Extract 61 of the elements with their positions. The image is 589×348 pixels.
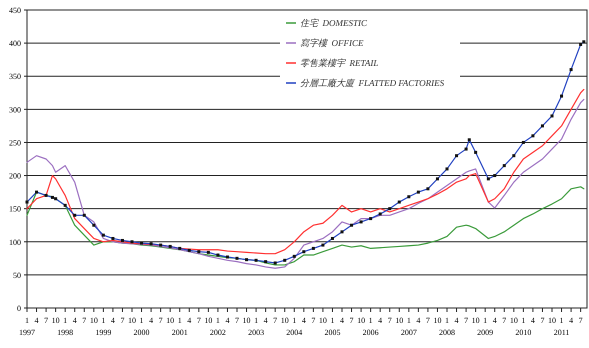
x-tick-label: 4 [110,316,115,325]
legend-label: 分層工廠大廈 FLATTED FACTORIES [300,78,445,88]
y-tick-label: 450 [9,6,21,15]
x-tick-label: 7 [82,316,86,325]
x-tick-label: 7 [350,316,354,325]
x-tick-label: 7 [464,316,468,325]
x-tick-label: 10 [548,316,556,325]
x-tick-label: 4 [340,316,344,325]
x-tick-label: 10 [433,316,442,325]
x-tick-label: 7 [235,316,239,325]
x-tick-label: 10 [52,316,60,325]
x-tick-label: 4 [569,316,574,325]
x-tick-label: 7 [426,316,430,325]
x-tick-label: 10 [90,316,98,325]
y-tick-label: 50 [13,270,21,280]
legend-label: 住宅 DOMESTIC [300,18,368,28]
y-tick-label: 100 [9,238,21,247]
x-tick-label: 10 [280,316,289,325]
x-tick-label: 10 [242,316,251,325]
x-tick-label: 7 [540,316,544,325]
x-tick-label: 7 [311,316,316,325]
x-tick-label: 10 [472,316,480,325]
x-tick-label: 7 [388,316,392,325]
y-tick-label: 200 [9,172,21,181]
line-series [26,186,584,266]
y-tick-label: 350 [9,72,21,82]
x-tick-label: 10 [318,316,327,325]
y-tick-label: 250 [9,138,21,148]
x-tick-label: 7 [578,316,583,325]
y-tick-label: 300 [9,105,21,114]
x-tick-label: 10 [395,316,404,325]
x-tick-label: 4 [530,316,535,325]
x-tick-label: 10 [510,316,518,325]
x-tick-label: 7 [502,316,506,325]
y-tick-label: 150 [9,204,21,214]
x-tick-label: 4 [72,316,77,325]
x-tick-label: 4 [264,316,268,325]
x-tick-label: 1 1997 [19,316,35,337]
legend-label: 零售業樓宇 RETAIL [300,58,378,68]
x-tick-label: 10 [166,316,174,325]
x-tick-label: 4 [149,316,154,325]
x-tick-label: 10 [357,316,366,325]
x-tick-label: 10 [204,316,212,325]
x-tick-label: 7 [196,316,201,325]
y-tick-label: 400 [9,39,21,48]
x-tick-label: 4 [492,316,497,325]
y-tick-label: 0 [17,304,21,313]
legend-label: 寫字樓 OFFICE [300,38,364,48]
x-tick-label: 7 [158,316,163,325]
x-tick-label: 4 [378,316,382,325]
x-tick-label: 4 [187,316,192,325]
x-tick-label: 4 [34,316,39,325]
x-tick-label: 7 [120,316,124,325]
x-tick-label: 7 [44,316,48,325]
x-tick-label: 4 [225,316,230,325]
x-tick-label: 10 [128,316,136,325]
x-tick-label: 7 [273,316,278,325]
line-series [26,40,586,264]
x-tick-label: 4 [416,316,420,325]
x-tick-label: 4 [454,316,459,325]
x-tick-label: 4 [302,316,306,325]
